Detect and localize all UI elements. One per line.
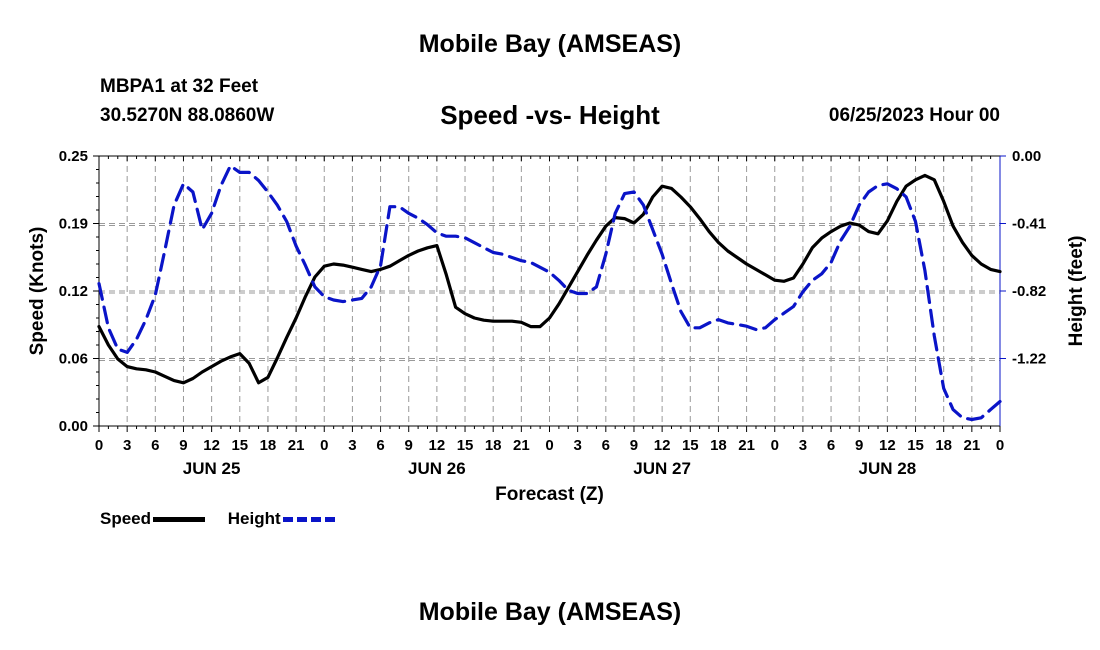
- page-title: Mobile Bay (AMSEAS): [418, 30, 682, 58]
- x-tick-label: 18: [260, 437, 277, 454]
- x-tick-label: 15: [457, 437, 474, 454]
- x-tick-label: 21: [964, 437, 981, 454]
- y-axis-title: Speed (Knots): [27, 227, 48, 356]
- x-tick-label: 12: [654, 437, 671, 454]
- x-tick-label: 6: [827, 437, 835, 454]
- series-line-speed: [97, 173, 1002, 385]
- x-tick-label: 3: [123, 437, 131, 454]
- y-tick-label: 0.12: [59, 283, 88, 300]
- series-lines: [97, 164, 1002, 422]
- y-tick-label: 0.19: [59, 216, 88, 233]
- x-axis-title: Forecast (Z): [495, 484, 604, 505]
- x-tick-label: 15: [907, 437, 924, 454]
- legend-swatch-height: [282, 516, 335, 522]
- x-tick-label: 9: [630, 437, 638, 454]
- y2-tick-label: -0.41: [1012, 216, 1046, 233]
- y-tick-label: 0.25: [59, 148, 88, 165]
- day-label: JUN 25: [183, 459, 241, 478]
- day-label: JUN 28: [859, 459, 917, 478]
- x-tick-label: 12: [203, 437, 220, 454]
- x-tick-label: 6: [376, 437, 384, 454]
- legend-label-speed: Speed: [100, 509, 152, 528]
- x-tick-label: 6: [151, 437, 159, 454]
- legend: Speed Height: [100, 509, 353, 529]
- x-tick-label: 9: [179, 437, 187, 454]
- x-tick-label: 15: [682, 437, 699, 454]
- x-tick-label: 0: [771, 437, 779, 454]
- x-tick-label: 21: [288, 437, 305, 454]
- station-coordinates: 30.5270N 88.0860W: [100, 105, 275, 126]
- x-tick-label: 12: [429, 437, 446, 454]
- axis-labels: 0 3 6 9 12 15 18 21 0 3 6 9 12 15 18 21 0 3 6 9 12 15 18 21 0 3 6 9…: [27, 148, 1087, 505]
- y2-tick-label: 0.00: [1012, 148, 1041, 165]
- x-tick-label: 21: [513, 437, 530, 454]
- x-tick-label: 18: [710, 437, 727, 454]
- legend-label-height: Height: [227, 509, 281, 528]
- x-tick-label: 9: [855, 437, 863, 454]
- x-tick-label: 0: [95, 437, 103, 454]
- x-tick-label: 18: [485, 437, 502, 454]
- x-tick-label: 18: [935, 437, 952, 454]
- legend-item-speed: Speed: [100, 509, 206, 529]
- legend-swatch-speed: [153, 516, 206, 522]
- x-tick-label: 3: [573, 437, 581, 454]
- x-tick-label: 21: [738, 437, 755, 454]
- y2-tick-label: -0.82: [1012, 283, 1046, 300]
- forecast-datetime: 06/25/2023 Hour 00: [828, 105, 1000, 126]
- x-tick-label: 3: [799, 437, 807, 454]
- chart-title: Speed -vs- Height: [440, 100, 660, 130]
- x-tick-label: 6: [602, 437, 610, 454]
- x-tick-label: 12: [879, 437, 896, 454]
- x-tick-label: 0: [545, 437, 553, 454]
- station-name: MBPA1 at 32 Feet: [100, 76, 259, 97]
- y-tick-label: 0.06: [59, 351, 88, 368]
- x-tick-label: 9: [405, 437, 413, 454]
- x-tick-label: 15: [231, 437, 248, 454]
- x-tick-label: 0: [996, 437, 1004, 454]
- day-label: JUN 26: [408, 459, 466, 478]
- series-line-height: [97, 164, 1002, 422]
- y2-axis-title: Height (feet): [1066, 236, 1087, 347]
- footer-title: Mobile Bay (AMSEAS): [418, 598, 682, 626]
- y-tick-label: 0.00: [59, 418, 88, 435]
- legend-item-height: Height: [228, 509, 335, 529]
- y2-tick-label: -1.22: [1012, 351, 1046, 368]
- day-label: JUN 27: [633, 459, 691, 478]
- x-tick-label: 0: [320, 437, 328, 454]
- x-tick-label: 3: [348, 437, 356, 454]
